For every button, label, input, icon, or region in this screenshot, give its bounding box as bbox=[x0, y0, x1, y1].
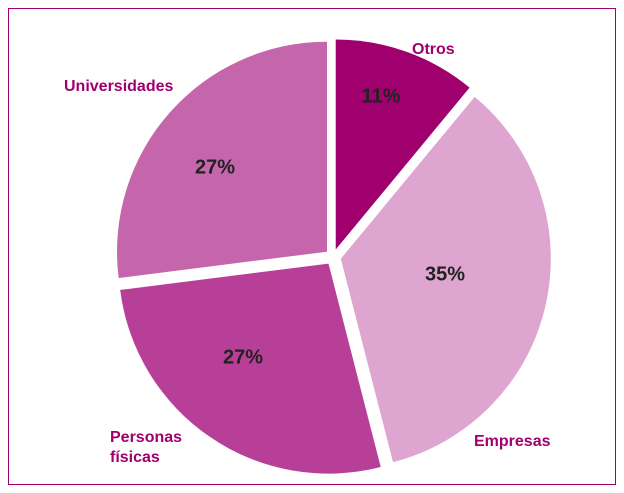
frame bbox=[8, 8, 616, 485]
category-label: Empresas bbox=[474, 433, 551, 450]
pie-slice bbox=[120, 263, 381, 474]
value-label: 27% bbox=[223, 346, 263, 368]
category-label: Otros bbox=[412, 41, 455, 58]
pie-slice bbox=[340, 96, 551, 463]
category-label: Personas físicas bbox=[110, 429, 183, 466]
value-label: 11% bbox=[362, 85, 401, 107]
pie-slice bbox=[116, 41, 327, 279]
category-label: Universidades bbox=[64, 78, 174, 95]
value-label: 27% bbox=[195, 156, 235, 178]
value-label: 35% bbox=[425, 263, 465, 285]
pie-slice bbox=[335, 39, 470, 250]
